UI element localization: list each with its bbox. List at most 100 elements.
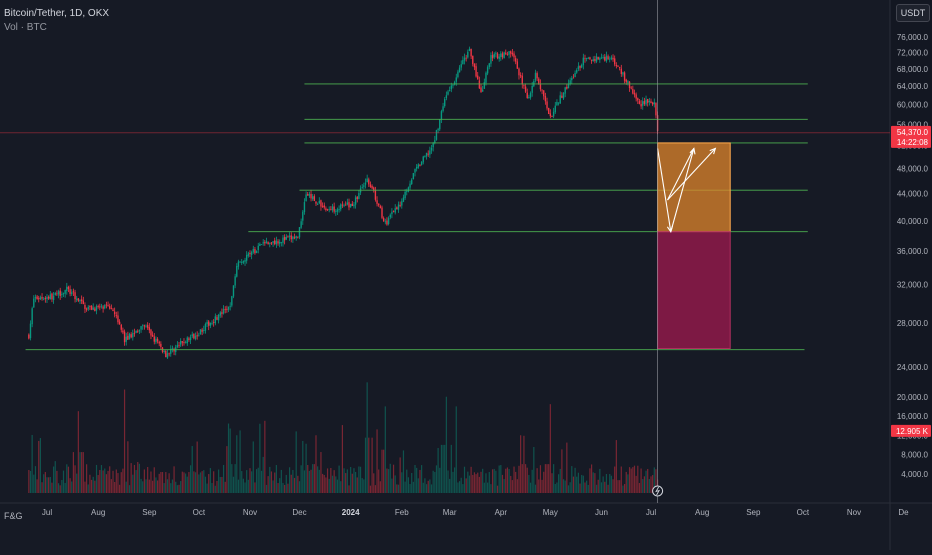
volume-bar bbox=[439, 467, 441, 493]
candle-body bbox=[208, 321, 210, 326]
symbol-title[interactable]: Bitcoin/Tether, 1D, OKX bbox=[4, 8, 110, 19]
candle-body bbox=[212, 322, 215, 323]
volume-bar bbox=[356, 477, 358, 493]
currency-unit-button[interactable]: USDT bbox=[896, 4, 930, 22]
time-tick-label: Dec bbox=[292, 508, 306, 517]
volume-bar bbox=[635, 475, 637, 493]
volume-bar bbox=[247, 479, 249, 493]
candle-body bbox=[255, 250, 258, 254]
candle-body bbox=[211, 322, 213, 324]
candle-body bbox=[448, 89, 451, 91]
candle-body bbox=[366, 178, 368, 183]
volume-bar bbox=[364, 437, 367, 493]
time-tick-label: Jul bbox=[646, 508, 656, 517]
volume-bar bbox=[544, 464, 546, 493]
volume-bar bbox=[100, 465, 103, 493]
volume-bar bbox=[29, 470, 32, 493]
volume-bar bbox=[566, 442, 568, 493]
candle-body bbox=[49, 294, 52, 300]
volume-bar bbox=[345, 473, 347, 493]
volume-indicator-label[interactable]: Vol · BTC bbox=[4, 22, 47, 33]
volume-bar bbox=[548, 464, 550, 493]
candle-body bbox=[643, 101, 646, 104]
volume-bar bbox=[434, 471, 436, 493]
volume-bar bbox=[119, 484, 121, 493]
candle-body bbox=[557, 102, 560, 104]
volume-bar bbox=[612, 479, 614, 493]
volume-bar bbox=[288, 467, 291, 493]
candle-body bbox=[170, 348, 172, 354]
volume-bar bbox=[189, 465, 192, 493]
volume-bar bbox=[358, 466, 360, 493]
candle-body bbox=[66, 286, 68, 291]
target-zone bbox=[657, 142, 731, 233]
candle-body bbox=[422, 156, 424, 163]
volume-bar bbox=[406, 469, 408, 493]
candle-body bbox=[100, 305, 103, 307]
volume-bar bbox=[562, 479, 565, 493]
candle-body bbox=[89, 305, 91, 307]
candle-body bbox=[653, 102, 656, 105]
candle-body bbox=[51, 293, 53, 300]
time-tick-label: Mar bbox=[443, 508, 457, 517]
candle-body bbox=[505, 52, 507, 54]
volume-bar bbox=[457, 482, 459, 493]
candle-body bbox=[183, 342, 185, 344]
volume-bar bbox=[34, 466, 37, 493]
volume-bar bbox=[336, 479, 339, 493]
volume-bar bbox=[498, 465, 500, 493]
volume-bar bbox=[133, 464, 136, 493]
candle-body bbox=[407, 187, 410, 192]
candle-body bbox=[450, 85, 453, 90]
candle-body bbox=[194, 335, 197, 340]
candle-body bbox=[130, 334, 132, 338]
volume-bar bbox=[551, 473, 553, 493]
volume-bar bbox=[602, 476, 604, 493]
candle-body bbox=[434, 140, 436, 144]
candle-body bbox=[472, 55, 474, 65]
volume-bar bbox=[62, 470, 65, 493]
candle-body bbox=[224, 308, 226, 310]
candle-body bbox=[607, 56, 609, 60]
candle-body bbox=[538, 78, 540, 84]
volume-bar bbox=[284, 484, 286, 493]
volume-bar bbox=[539, 465, 542, 493]
candle-body bbox=[31, 308, 33, 325]
candle-body bbox=[519, 75, 522, 77]
candle-body bbox=[257, 245, 259, 251]
volume-bar bbox=[605, 474, 608, 493]
candle-body bbox=[590, 59, 593, 61]
candle-body bbox=[76, 298, 78, 300]
volume-bar bbox=[290, 474, 292, 493]
candle-body bbox=[543, 90, 545, 97]
candle-body bbox=[610, 57, 613, 60]
volume-bar bbox=[432, 470, 434, 493]
candle-body bbox=[582, 57, 585, 66]
candle-body bbox=[245, 255, 248, 261]
volume-bar bbox=[285, 474, 287, 493]
candle-body bbox=[204, 324, 207, 331]
volume-bar bbox=[293, 477, 296, 493]
volume-bar bbox=[81, 452, 83, 493]
volume-bar bbox=[92, 476, 94, 493]
volume-bar bbox=[470, 466, 472, 493]
volume-bar bbox=[41, 482, 43, 493]
price-badge-countdown: 14:22:08 bbox=[897, 138, 929, 147]
candle-body bbox=[227, 306, 230, 310]
candle-body bbox=[457, 71, 459, 78]
volume-bar bbox=[559, 468, 561, 493]
volume-bar bbox=[610, 475, 612, 493]
volume-bar bbox=[391, 478, 393, 493]
candle-body bbox=[580, 64, 583, 68]
volume-bar bbox=[43, 474, 45, 493]
candle-body bbox=[572, 77, 575, 79]
volume-bar bbox=[274, 472, 276, 493]
volume-bar bbox=[531, 469, 533, 493]
time-tick-label: May bbox=[543, 508, 558, 517]
candle-body bbox=[498, 56, 500, 59]
volume-tick-label: 8,000.0 bbox=[901, 451, 928, 460]
candle-body bbox=[33, 298, 35, 308]
candle-body bbox=[411, 179, 413, 185]
